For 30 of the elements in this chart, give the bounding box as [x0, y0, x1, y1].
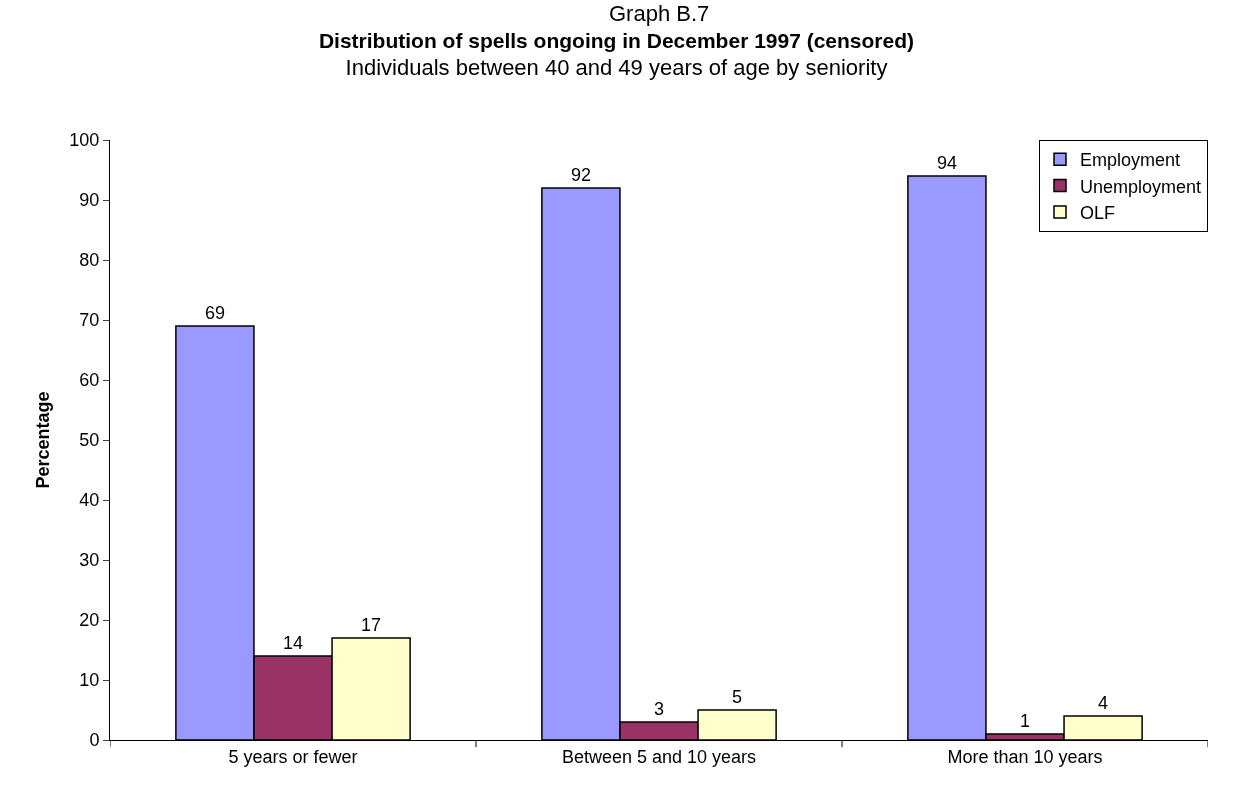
- data-label: 3: [653, 699, 665, 719]
- data-label: 17: [361, 615, 382, 635]
- y-tick-label: 20: [79, 610, 100, 631]
- legend-label: Unemployment: [1080, 176, 1202, 197]
- x-tick-label: Between 5 and 10 years: [561, 746, 757, 767]
- data-label: 14: [282, 633, 304, 653]
- data-label: 92: [570, 165, 591, 185]
- chart-subtitle: Individuals between 40 and 49 years of age by seniority: [345, 55, 888, 80]
- y-tick-label: 10: [79, 670, 100, 691]
- y-tick-label: 30: [79, 550, 100, 571]
- x-tick-label: More than 10 years: [947, 746, 1103, 767]
- data-label: 4: [1098, 693, 1109, 713]
- x-tick-label: 5 years or fewer: [228, 746, 358, 767]
- legend-label: Employment: [1080, 150, 1181, 171]
- y-tick-label: 90: [79, 190, 100, 211]
- data-label: 69: [204, 303, 225, 323]
- legend-label: OLF: [1080, 203, 1116, 224]
- y-axis-title: Percentage: [32, 391, 53, 489]
- y-tick-label: 40: [79, 490, 100, 511]
- data-label: 5: [732, 687, 743, 707]
- chart-title: Distribution of spells ongoing in December 1997 (censored): [318, 28, 915, 52]
- y-tick-label: 100: [69, 130, 100, 151]
- y-tick-label: 80: [79, 250, 100, 271]
- y-tick-label: 0: [89, 730, 100, 751]
- data-label: 94: [936, 153, 957, 173]
- data-label: 1: [1019, 711, 1031, 731]
- y-tick-label: 60: [79, 370, 100, 391]
- y-tick-label: 70: [79, 310, 100, 331]
- y-tick-label: 50: [79, 430, 100, 451]
- text: Graph B.7: [609, 1, 710, 26]
